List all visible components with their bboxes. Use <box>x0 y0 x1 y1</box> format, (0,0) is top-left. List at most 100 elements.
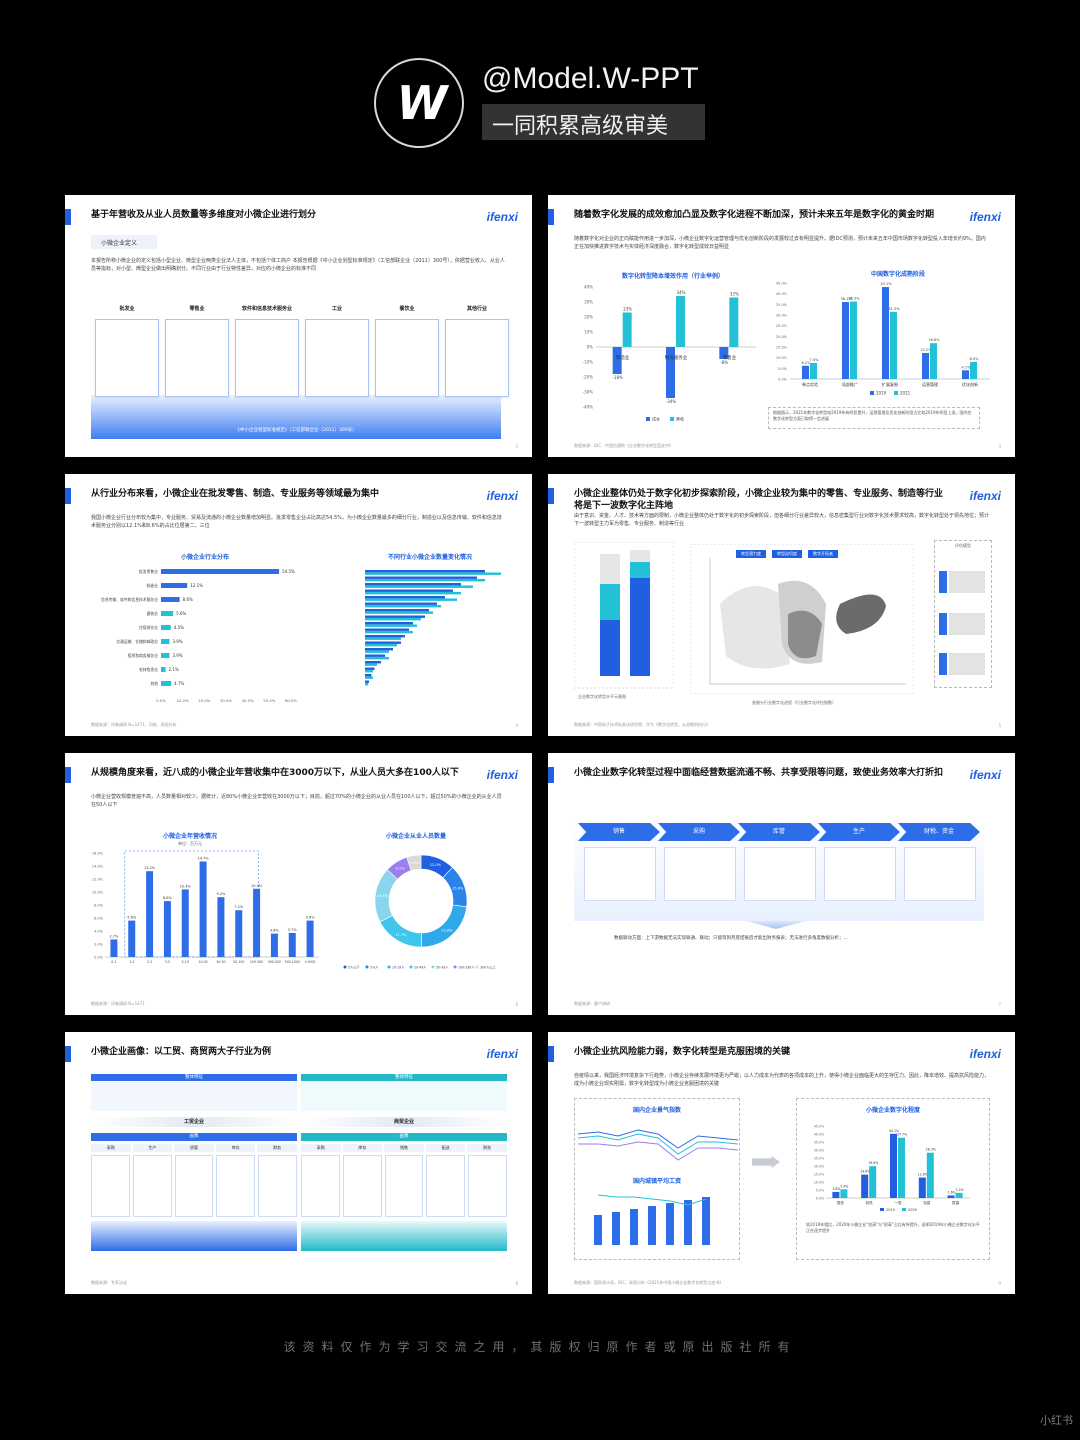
data-label: 12.0% <box>430 863 442 867</box>
legend-swatch <box>880 1208 884 1211</box>
data-label: 37.7% <box>897 1133 907 1137</box>
tick-label: 40% <box>584 285 593 290</box>
data-label: 13.2% <box>144 866 156 870</box>
bar <box>962 370 969 379</box>
source-note: 数据来源：中国电子技术标准化研究院、华为《数字化转型，从战略到执行》 <box>574 722 710 727</box>
page-number: 6 <box>515 1002 518 1007</box>
bar <box>365 615 425 618</box>
bar <box>161 639 170 644</box>
ifenxi-logo: ifenxi <box>486 489 518 503</box>
bar <box>666 347 675 398</box>
data-label: 8.6% <box>183 597 193 602</box>
tick-label: 10% <box>584 330 593 335</box>
data-label: 17.7% <box>395 933 407 937</box>
legend-swatch <box>409 965 413 969</box>
data-label: 34% <box>677 290 686 295</box>
bar <box>365 605 441 608</box>
bar <box>365 585 473 588</box>
bar <box>365 622 413 625</box>
copyright-note: 该资料仅作为学习交流之用，其版权归原作者或原出版社所有 <box>283 1340 797 1354</box>
bar <box>365 624 417 627</box>
slide-6[interactable]: 小微企业数字化转型过程中面临经营数据流通不畅、共享受限等问题，致使业务效率大打折… <box>548 753 1015 1015</box>
bar <box>110 939 118 957</box>
bar <box>842 301 849 379</box>
category-label: 5-10 <box>182 960 189 964</box>
slide-7[interactable]: 小微企业画像：以工贸、商贸两大子行业为例 ifenxi 整体特征 工贸企业 画像… <box>65 1032 532 1294</box>
tick-label: 30% <box>584 300 593 305</box>
category-label: 很低 <box>837 1200 845 1205</box>
tick-label: 35.0% <box>776 303 788 307</box>
bar <box>161 569 280 574</box>
bar <box>729 297 739 347</box>
data-label: 5.6% <box>176 611 186 616</box>
tick-label: 0.0% <box>156 698 166 703</box>
slide-description: 随着数字化对企业的正向赋能作用进一步加深，小微企业数字化运营管理与优化创新阶段的… <box>574 236 986 250</box>
ifenxi-logo: ifenxi <box>969 489 1001 503</box>
slide-2[interactable]: 随着数字化发展的成效愈加凸显及数字化进程不断加深，预计未来五年是数字化的黄金时期… <box>548 195 1015 457</box>
tick-label: 14.0% <box>92 865 104 869</box>
bar <box>253 888 261 957</box>
legend-label: 5-9人 <box>370 966 379 970</box>
industrial-trade-panel: 整体特征 工贸企业 画像 采购 生产 质管 库存 财务 <box>91 1074 297 1284</box>
industry-change-chart <box>365 570 501 686</box>
data-label: 7.2% <box>234 905 244 909</box>
chart-unit: 单位：百万元 <box>178 841 202 846</box>
data-label: 1.6% <box>948 1190 956 1194</box>
bar <box>850 301 857 379</box>
slide-title: 小微企业画像：以工贸、商贸两大子行业为例 <box>91 1047 272 1057</box>
step-detail-box <box>904 847 976 901</box>
watermark: 小红书 <box>1040 1414 1073 1427</box>
step-detail-box <box>744 847 816 901</box>
accent-bar <box>65 1046 71 1062</box>
category-label: >1000 <box>305 960 316 964</box>
tick-label: 0.0% <box>816 1197 824 1201</box>
slide-4[interactable]: 小微企业整体仍处于数字化初步探索阶段，小微企业较为集中的零售、专业服务、制造等行… <box>548 474 1015 736</box>
data-label: 33% <box>730 292 739 297</box>
tick-label: 30.0% <box>776 314 788 318</box>
tick-label: 4.0% <box>94 930 104 934</box>
slide-5[interactable]: 从规模角度来看，近八成的小微企业年营收集中在3000万以下，从业人员大多在100… <box>65 753 532 1015</box>
donut-slice <box>406 854 422 871</box>
data-label: 3.9% <box>172 639 182 644</box>
bar <box>365 631 413 634</box>
category-label: 300-500 <box>268 960 281 964</box>
bar <box>365 628 409 631</box>
category-label: 局部推广 <box>842 381 858 387</box>
slide-description: 自疫情以来，我国经济环境复杂下行趋势，小微企业存续发展环境更为严峻；以人力成本为… <box>574 1073 990 1087</box>
tick-label: 16.0% <box>92 852 104 856</box>
category-label: 信息传输、软件和信息技术服务业 <box>101 597 158 602</box>
data-label: 2.7% <box>109 934 119 938</box>
bar <box>365 644 397 647</box>
process-step: 财税、资金 <box>898 823 980 841</box>
bar <box>365 661 381 664</box>
slide-8[interactable]: 小微企业抗风险能力弱，数字化转型是克服困境的关键 ifenxi 自疫情以来，我国… <box>548 1032 1015 1294</box>
slide-title: 从行业分布来看，小微企业在批发零售、制造、专业服务等领域最为集中 <box>91 489 380 499</box>
legend-swatch <box>453 965 457 969</box>
category-label: 批发零售业 <box>139 569 158 574</box>
bar <box>270 933 278 957</box>
step-detail-box <box>584 847 656 901</box>
bar <box>365 596 445 599</box>
data-label: 3.8% <box>832 1187 840 1191</box>
tick-label: 2.0% <box>94 943 104 947</box>
bar <box>365 579 485 582</box>
tick-label: -30% <box>583 390 594 395</box>
industry-column: 软件和信息技术服务业 <box>235 305 299 405</box>
tick-label: 8.0% <box>94 904 104 908</box>
data-label: -8% <box>720 360 728 365</box>
category-label: 制造业 <box>147 583 159 588</box>
chart-caption: 各细分行业数字化进程（行业数字化评估指数） <box>752 700 836 705</box>
slide-title: 小微企业整体仍处于数字化初步探索阶段，小微企业较为集中的零售、专业服务、制造等行… <box>574 489 944 511</box>
slide-3[interactable]: 从行业分布来看，小微企业在批发零售、制造、专业服务等领域最为集中 ifenxi … <box>65 474 532 736</box>
legend-label: 50-99人 <box>436 966 449 970</box>
tick-label: 30.0% <box>814 1149 824 1153</box>
legend-label: 100-299人 <box>458 966 475 970</box>
bar <box>882 287 889 379</box>
bar <box>890 311 897 379</box>
data-label: 5.6% <box>127 916 137 920</box>
slide-1[interactable]: 基于年营收及从业人员数量等多维度对小微企业进行划分 ifenxi 小微企业定义 … <box>65 195 532 457</box>
bar <box>288 932 296 957</box>
tick-label: 15.0% <box>776 346 788 350</box>
page-number: 3 <box>998 444 1001 449</box>
tick-label: 35.0% <box>814 1141 824 1145</box>
